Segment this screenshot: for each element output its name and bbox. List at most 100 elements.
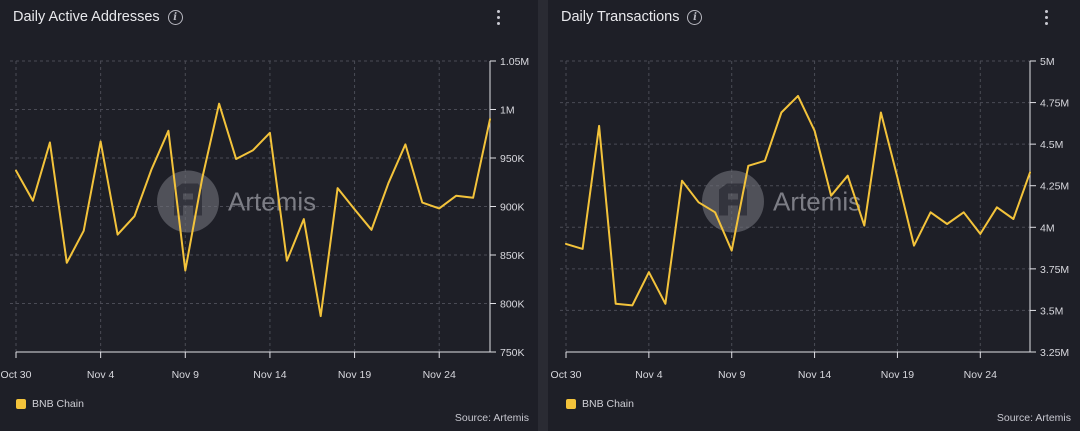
data-point[interactable]	[615, 303, 617, 305]
info-icon[interactable]: i	[687, 9, 703, 25]
legend[interactable]: BNB Chain	[566, 398, 634, 410]
data-point[interactable]	[648, 271, 650, 273]
data-point[interactable]	[455, 195, 457, 197]
y-tick-label: 1M	[500, 105, 515, 117]
legend-label: BNB Chain	[32, 398, 84, 410]
data-point[interactable]	[337, 187, 339, 189]
legend-swatch	[16, 399, 26, 409]
more-vertical-icon[interactable]	[497, 10, 501, 25]
data-point[interactable]	[404, 143, 406, 145]
data-point[interactable]	[698, 201, 700, 203]
data-point[interactable]	[631, 304, 633, 306]
data-point[interactable]	[880, 112, 882, 114]
data-point[interactable]	[731, 250, 733, 252]
x-tick-label: Oct 30	[1, 369, 32, 381]
data-point[interactable]	[780, 112, 782, 114]
data-point[interactable]	[201, 177, 203, 179]
watermark-text: Artemis	[773, 187, 861, 217]
data-point[interactable]	[32, 200, 34, 202]
data-point[interactable]	[1012, 218, 1014, 220]
data-point[interactable]	[681, 180, 683, 182]
data-point[interactable]	[979, 233, 981, 235]
data-point[interactable]	[664, 303, 666, 305]
x-tick-label: Nov 4	[635, 369, 663, 381]
data-point[interactable]	[371, 229, 373, 231]
data-point[interactable]	[184, 270, 186, 272]
data-point[interactable]	[1029, 171, 1031, 173]
y-tick-label: 800K	[500, 299, 525, 311]
data-point[interactable]	[438, 207, 440, 209]
data-point[interactable]	[150, 169, 152, 171]
data-point[interactable]	[303, 218, 305, 220]
artemis-watermark: Artemis	[702, 170, 861, 233]
data-point[interactable]	[421, 202, 423, 204]
more-vertical-icon[interactable]	[1045, 10, 1049, 25]
data-point[interactable]	[896, 176, 898, 178]
data-point[interactable]	[117, 234, 119, 236]
series-line-bnb-chain[interactable]	[565, 94, 1031, 307]
series-line-bnb-chain[interactable]	[15, 102, 491, 318]
data-point[interactable]	[252, 149, 254, 151]
line-chart-active-addresses: 750K 800K 850K 900K 950K 1M 1.05M Oct 30 Nov 4 No…	[1, 56, 530, 381]
x-tick-label: Nov 24	[423, 369, 456, 381]
data-point[interactable]	[565, 243, 567, 245]
data-point[interactable]	[946, 223, 948, 225]
data-point[interactable]	[797, 95, 799, 97]
y-tick-label: 1.05M	[500, 56, 529, 68]
x-tick-label: Nov 19	[881, 369, 914, 381]
x-tick-label: Nov 24	[964, 369, 997, 381]
data-point[interactable]	[714, 211, 716, 213]
data-point[interactable]	[49, 141, 51, 143]
data-point[interactable]	[83, 230, 85, 232]
data-point[interactable]	[913, 245, 915, 247]
y-tick-label: 750K	[500, 347, 525, 359]
data-point[interactable]	[747, 165, 749, 167]
data-point[interactable]	[489, 118, 491, 120]
data-point[interactable]	[963, 211, 965, 213]
data-point[interactable]	[15, 170, 17, 172]
data-point[interactable]	[218, 103, 220, 105]
legend[interactable]: BNB Chain	[16, 398, 84, 410]
data-point[interactable]	[930, 211, 932, 213]
y-tick-label: 3.75M	[1040, 264, 1069, 276]
data-point[interactable]	[830, 195, 832, 197]
data-point[interactable]	[286, 260, 288, 262]
source-label: Source: Artemis	[996, 412, 1071, 424]
watermark-text: Artemis	[228, 187, 316, 217]
data-point[interactable]	[387, 182, 389, 184]
y-tick-label: 950K	[500, 153, 525, 165]
data-point[interactable]	[814, 130, 816, 132]
data-point[interactable]	[582, 248, 584, 250]
data-point[interactable]	[472, 197, 474, 199]
chart-title: Daily Active Addresses	[13, 9, 160, 25]
y-tick-label: 4.75M	[1040, 98, 1069, 110]
x-tick-label: Nov 9	[718, 369, 746, 381]
chart-title-row: Daily Active Addresses i	[13, 9, 183, 25]
data-point[interactable]	[598, 125, 600, 127]
x-tick-label: Nov 4	[87, 369, 115, 381]
info-icon[interactable]: i	[167, 9, 183, 25]
y-tick-label: 900K	[500, 202, 525, 214]
data-point[interactable]	[847, 175, 849, 177]
x-tick-label: Nov 19	[338, 369, 371, 381]
legend-label: BNB Chain	[582, 398, 634, 410]
data-point[interactable]	[167, 130, 169, 132]
x-tick-label: Oct 30	[551, 369, 582, 381]
chart-title: Daily Transactions	[561, 9, 680, 25]
data-point[interactable]	[764, 160, 766, 162]
data-point[interactable]	[996, 206, 998, 208]
data-point[interactable]	[235, 158, 237, 160]
data-point[interactable]	[269, 132, 271, 134]
y-tick-label: 5M	[1040, 56, 1055, 68]
x-tick-label: Nov 9	[172, 369, 200, 381]
data-point[interactable]	[100, 141, 102, 143]
line-chart-transactions: 3.25M 3.5M 3.75M 4M 4.25M 4.5M 4.75M 5M Oct 30 No…	[551, 56, 1070, 381]
data-point[interactable]	[354, 208, 356, 210]
artemis-watermark: Artemis	[157, 170, 316, 233]
data-point[interactable]	[320, 315, 322, 317]
data-point[interactable]	[134, 215, 136, 217]
y-tick-label: 4M	[1040, 222, 1055, 234]
data-point[interactable]	[863, 225, 865, 227]
data-point[interactable]	[66, 262, 68, 264]
y-tick-label: 3.5M	[1040, 305, 1063, 317]
